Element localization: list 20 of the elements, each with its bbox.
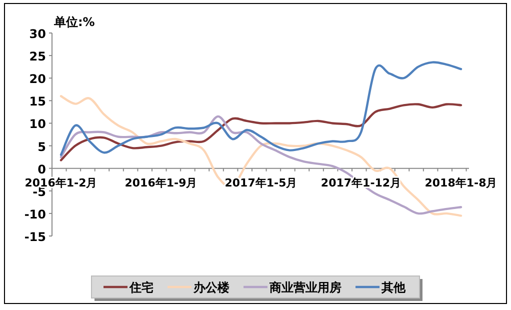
- x-tick-label: 2018年1-8月: [424, 176, 498, 190]
- y-tick-label: 10: [29, 117, 46, 132]
- x-tick-label: 2017年1-5月: [224, 176, 298, 190]
- line-series: [60, 61, 462, 156]
- x-tick-label: 2016年1-9月: [124, 176, 198, 190]
- y-axis-title: 单位:%: [53, 15, 95, 29]
- y-tick-label: 25: [29, 50, 46, 64]
- legend-label: 商业营业用房: [268, 280, 342, 294]
- legend-label: 住宅: [128, 280, 154, 294]
- y-tick-label: 30: [29, 27, 46, 41]
- y-tick-label: -15: [24, 230, 46, 244]
- legend-label: 其他: [380, 280, 406, 294]
- y-tick-label: 15: [29, 94, 46, 109]
- y-tick-label: 5: [38, 140, 46, 154]
- line-series: [60, 103, 462, 162]
- y-tick-label: 0: [38, 162, 46, 176]
- legend-label: 办公楼: [192, 280, 230, 294]
- x-tick-label: 2017年1-12月: [320, 176, 402, 190]
- y-tick-label: 20: [29, 72, 46, 86]
- y-tick-label: -10: [24, 207, 46, 222]
